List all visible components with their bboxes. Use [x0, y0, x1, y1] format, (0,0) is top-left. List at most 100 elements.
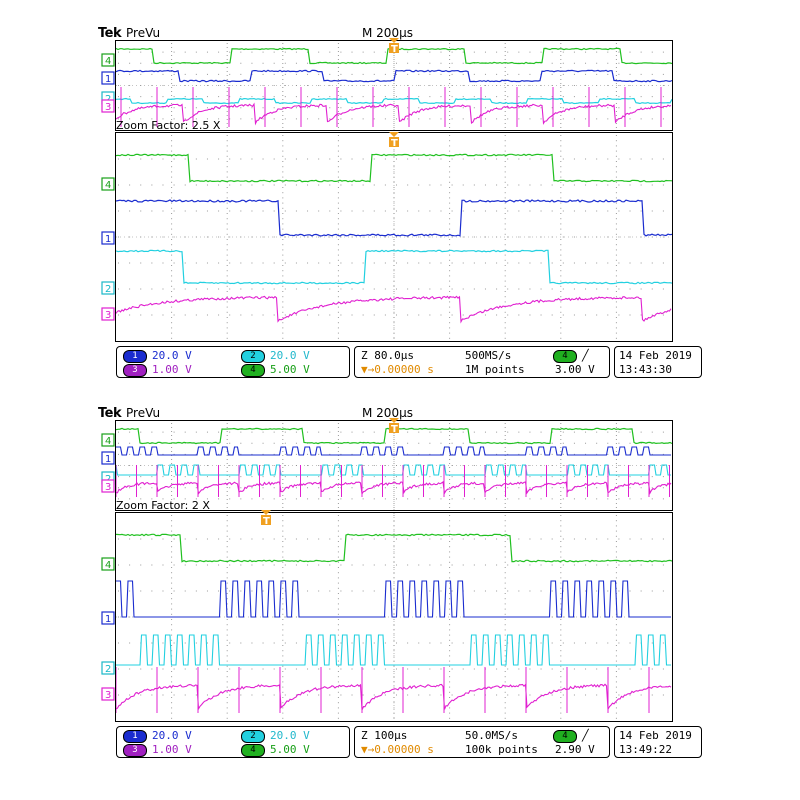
trigger-position-readout: ▼→0.00000 s: [361, 743, 434, 757]
ch4-overview-marker: 4: [101, 433, 115, 447]
header-bar: Tek PreVu M 200µs: [96, 26, 702, 42]
svg-text:3: 3: [105, 310, 111, 321]
scope-screen-1: Tek PreVu M 200µs Zoom Factor: 2.5 X 412…: [96, 26, 702, 378]
trigger-source-readout[interactable]: 4 ╱: [553, 729, 589, 743]
ch3-zoom-marker: 3: [101, 687, 115, 701]
date-readout: 14 Feb 2019: [619, 349, 692, 362]
ch2-badge: 2: [241, 349, 265, 363]
main-timebase[interactable]: M 200µs: [362, 26, 413, 40]
overview-graticule[interactable]: [115, 40, 673, 131]
ch4-scale: 5.00 V: [270, 363, 310, 376]
trigger-source-readout[interactable]: 4 ╱: [553, 349, 589, 363]
ch3-trace-overview: [116, 481, 672, 496]
ch4-scale-readout[interactable]: 4 5.00 V: [241, 743, 310, 757]
ch4-badge: 4: [241, 363, 265, 377]
ch2-scale: 20.0 V: [270, 349, 310, 362]
svg-text:1: 1: [105, 234, 111, 245]
datetime-panel: 14 Feb 2019 13:43:30: [614, 346, 702, 378]
svg-text:2: 2: [105, 284, 111, 295]
trigger-marker-icon[interactable]: T: [389, 418, 399, 435]
horizontal-trigger-panel[interactable]: Z 100µs 50.0MS/s 4 ╱ ▼→0.00000 s 100k poi…: [354, 726, 610, 758]
ch3-scale-readout[interactable]: 3 1.00 V: [123, 363, 192, 377]
ch3-badge: 3: [123, 743, 147, 757]
time-readout: 13:49:22: [619, 743, 672, 756]
trigger-position-readout: ▼→0.00000 s: [361, 363, 434, 377]
time-readout: 13:43:30: [619, 363, 672, 376]
trigger-source-badge: 4: [553, 349, 577, 363]
ch4-scale-readout[interactable]: 4 5.00 V: [241, 363, 310, 377]
ch2-zoom-marker: 2: [101, 661, 115, 675]
ch4-overview-marker: 4: [101, 53, 115, 67]
ch2-trace-overview: [116, 464, 671, 476]
ch2-scale-readout[interactable]: 2 20.0 V: [241, 729, 310, 743]
zoom-waveforms: [116, 513, 672, 721]
ch2-zoom-marker: 2: [101, 281, 115, 295]
trigger-level-readout: 2.90 V: [555, 743, 595, 756]
horizontal-trigger-panel[interactable]: Z 80.0µs 500MS/s 4 ╱ ▼→0.00000 s 1M point…: [354, 346, 610, 378]
svg-text:4: 4: [105, 180, 111, 191]
ch3-overview-marker: 3: [101, 99, 115, 113]
main-timebase[interactable]: M 200µs: [362, 406, 413, 420]
ch1-trace-overview: [116, 446, 671, 456]
sample-rate-readout: 50.0MS/s: [465, 729, 518, 742]
zoom-graticule[interactable]: [115, 132, 673, 342]
ch1-trace-zoom: [116, 199, 672, 237]
ch3-overview-marker: 3: [101, 479, 115, 493]
overview-waveforms: [116, 41, 672, 130]
svg-text:1: 1: [105, 614, 111, 625]
rising-edge-icon: ╱: [582, 729, 589, 742]
brand-logo: Tek: [98, 406, 122, 421]
ch4-zoom-marker: 4: [101, 557, 115, 571]
ch1-scale: 20.0 V: [152, 729, 192, 742]
svg-text:4: 4: [105, 436, 111, 447]
ch2-trace-zoom: [116, 634, 671, 666]
ch3-scale-readout[interactable]: 3 1.00 V: [123, 743, 192, 757]
channel-scale-panel[interactable]: 1 20.0 V 2 20.0 V 3 1.00 V 4 5.00 V: [116, 346, 350, 378]
trigger-marker-icon[interactable]: T: [389, 38, 399, 55]
ch4-scale: 5.00 V: [270, 743, 310, 756]
record-length-readout: 1M points: [465, 363, 525, 376]
status-bar: 1 20.0 V 2 20.0 V 3 1.00 V 4 5.00 V Z 80.0µs…: [116, 346, 702, 380]
trigger-source-badge: 4: [553, 729, 577, 743]
trigger-position-icon: ▼→: [361, 363, 375, 376]
status-bar: 1 20.0 V 2 20.0 V 3 1.00 V 4 5.00 V Z 100µs …: [116, 726, 702, 760]
svg-text:1: 1: [105, 74, 111, 85]
ch3-trace-zoom: [116, 683, 672, 712]
ch4-badge: 4: [241, 743, 265, 757]
svg-text:T: T: [263, 516, 270, 527]
acquisition-mode: PreVu: [126, 406, 161, 420]
zoom-graticule[interactable]: [115, 512, 673, 722]
svg-text:3: 3: [105, 690, 111, 701]
header-bar: Tek PreVu M 200µs: [96, 406, 702, 422]
ch1-overview-marker: 1: [101, 71, 115, 85]
zoom-factor-label: Zoom Factor: 2.5 X: [116, 119, 221, 132]
ch1-zoom-marker: 1: [101, 611, 115, 625]
ch2-scale-readout[interactable]: 2 20.0 V: [241, 349, 310, 363]
ch1-scale-readout[interactable]: 1 20.0 V: [123, 729, 192, 743]
ch1-badge: 1: [123, 349, 147, 363]
ch1-badge: 1: [123, 729, 147, 743]
scope-screen-2: Tek PreVu M 200µs Zoom Factor: 2 X 4 1 2 3 4…: [96, 406, 702, 758]
ch2-scale: 20.0 V: [270, 729, 310, 742]
ch3-scale: 1.00 V: [152, 363, 192, 376]
ch1-scale: 20.0 V: [152, 349, 192, 362]
svg-text:T: T: [391, 424, 398, 435]
ch1-overview-marker: 1: [101, 451, 115, 465]
date-readout: 14 Feb 2019: [619, 729, 692, 742]
trigger-marker-icon[interactable]: T: [261, 510, 271, 527]
channel-markers: 41234123TT: [101, 418, 399, 701]
channel-scale-panel[interactable]: 1 20.0 V 2 20.0 V 3 1.00 V 4 5.00 V: [116, 726, 350, 758]
ch1-scale-readout[interactable]: 1 20.0 V: [123, 349, 192, 363]
zoom-time-readout: Z 80.0µs: [361, 349, 414, 362]
datetime-panel: 14 Feb 2019 13:49:22: [614, 726, 702, 758]
ch2-badge: 2: [241, 729, 265, 743]
svg-text:2: 2: [105, 664, 111, 675]
overview-waveforms: [116, 421, 672, 510]
svg-text:3: 3: [105, 102, 111, 113]
trigger-position-value: 0.00000 s: [374, 363, 434, 376]
ch3-trace-overview: [116, 102, 672, 126]
ch3-zoom-marker: 3: [101, 307, 115, 321]
trigger-marker-icon[interactable]: T: [389, 132, 399, 149]
rising-edge-icon: ╱: [582, 349, 589, 362]
ch3-badge: 3: [123, 363, 147, 377]
